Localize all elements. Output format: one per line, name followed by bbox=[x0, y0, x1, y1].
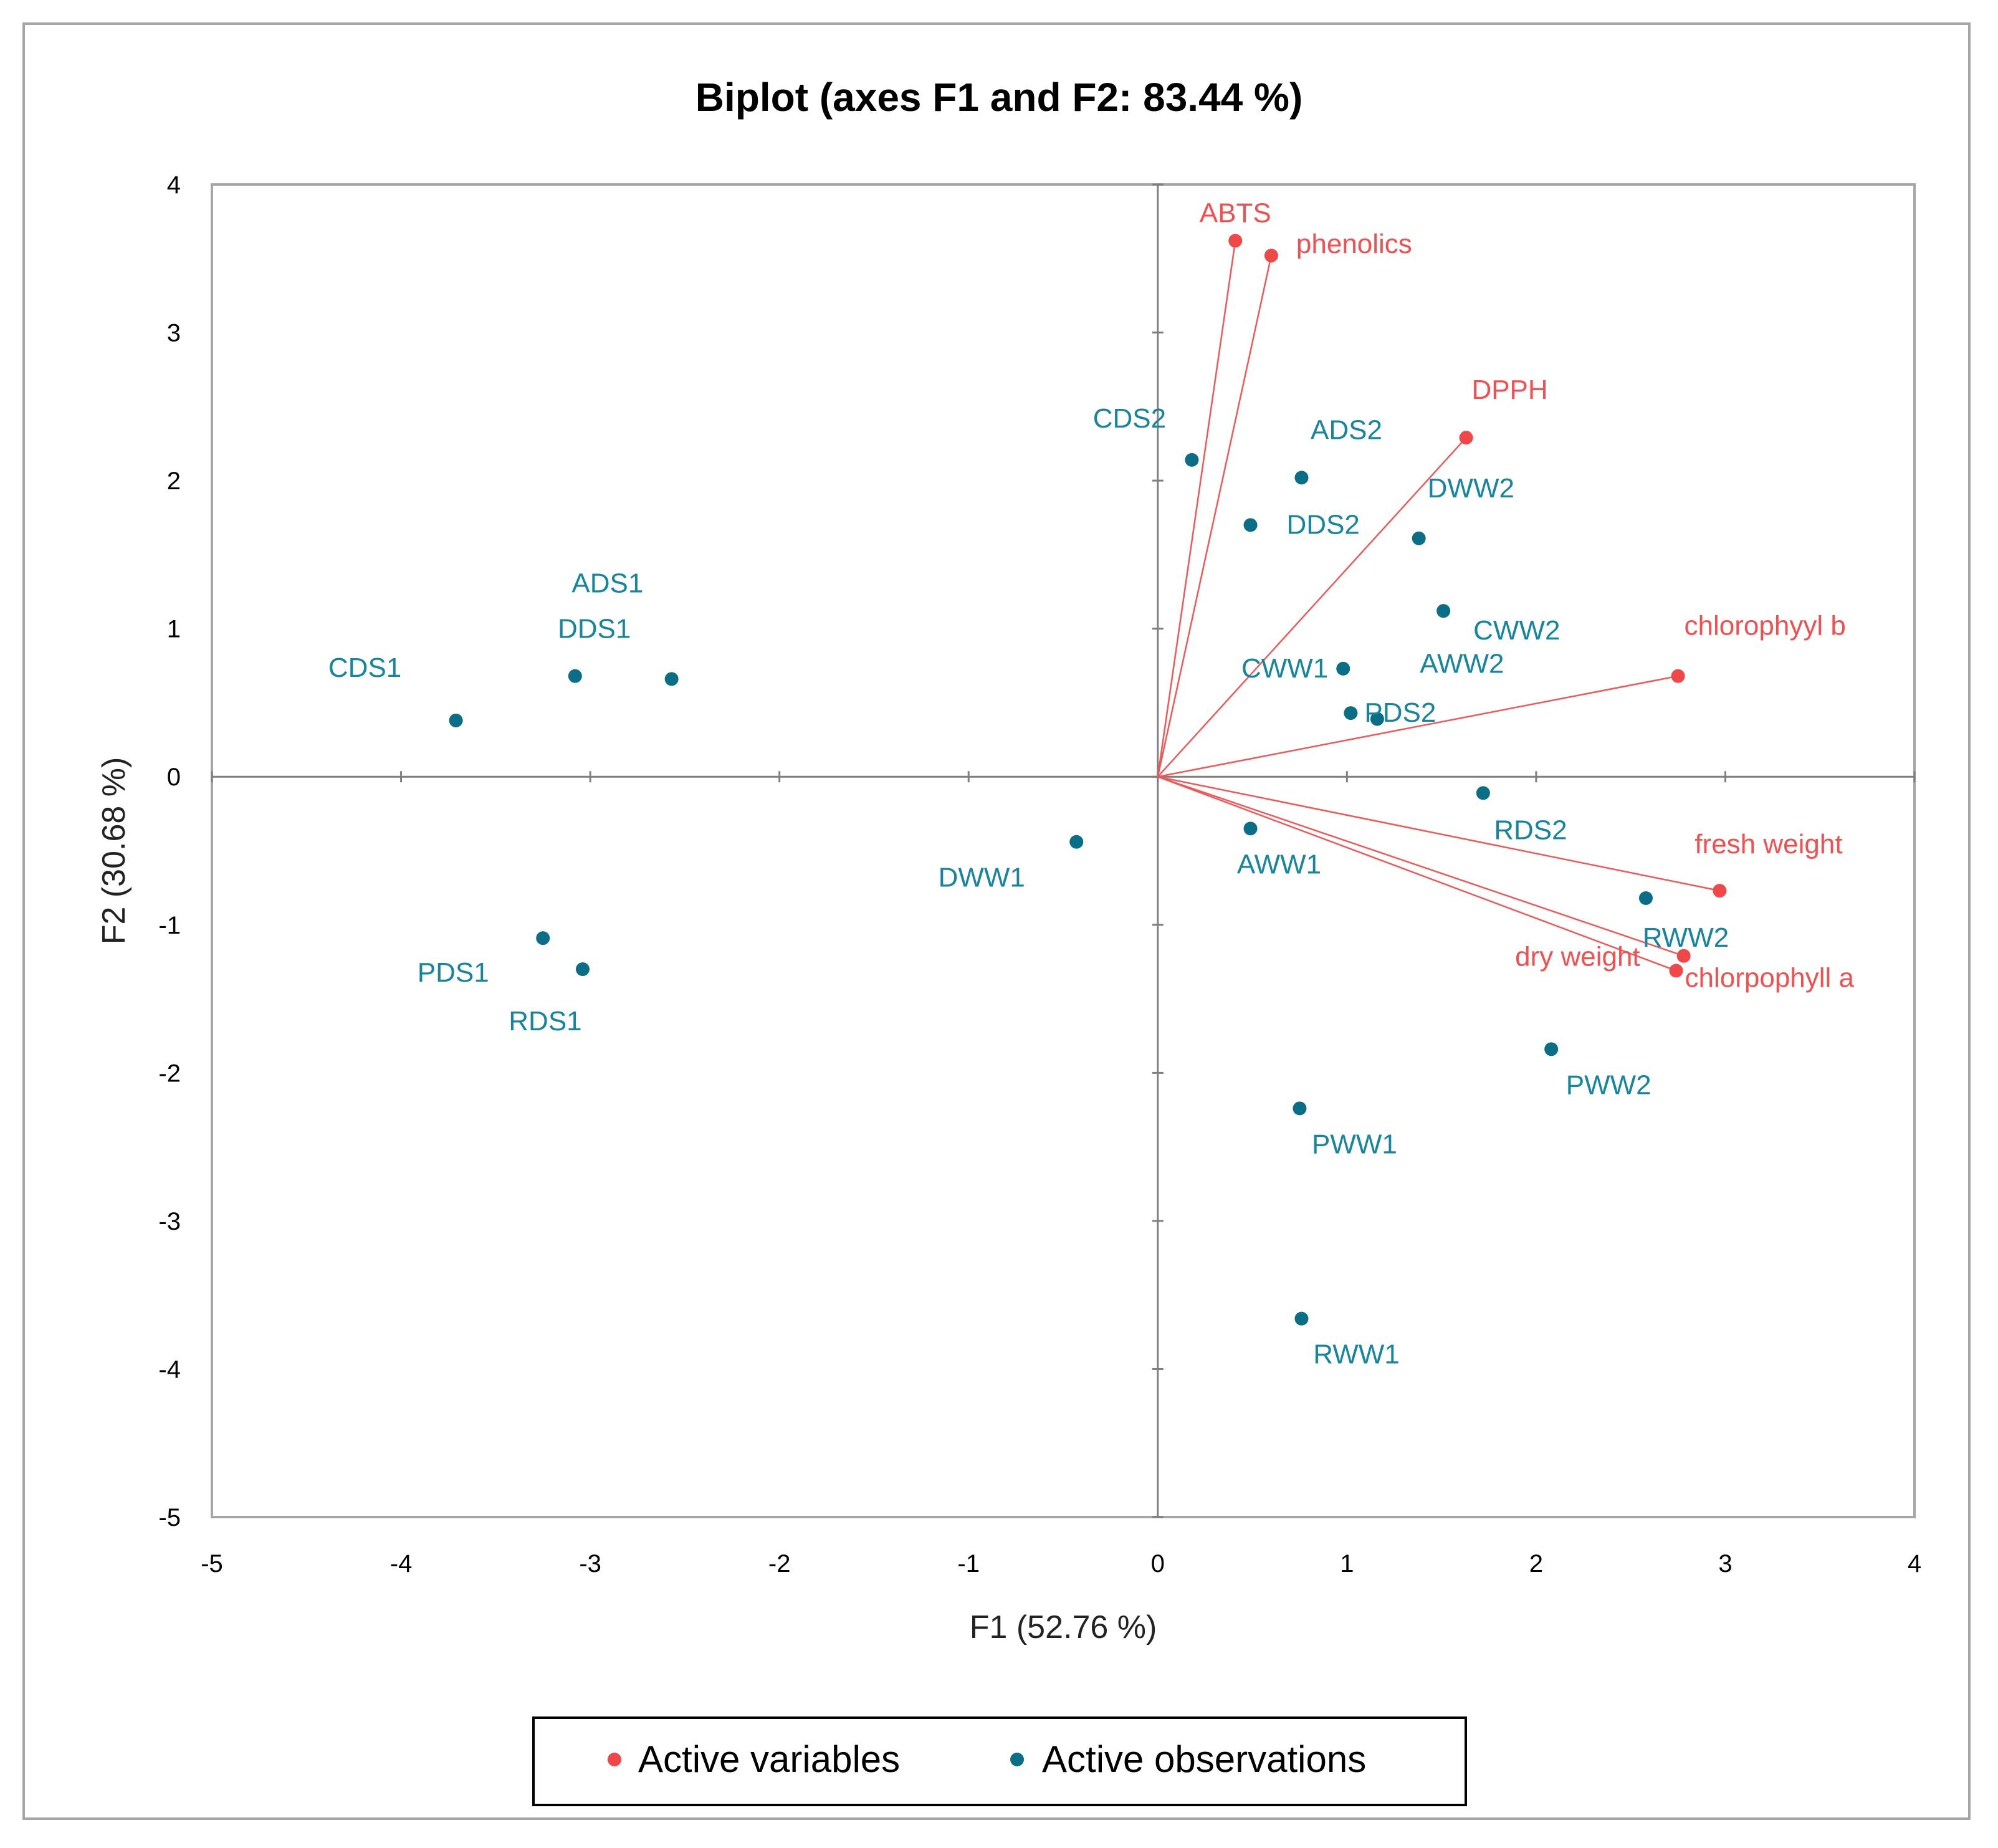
observation-label-pds2: PDS2 bbox=[1364, 697, 1436, 728]
variable-label-dpph: DPPH bbox=[1471, 375, 1547, 405]
observation-label-dww1: DWW1 bbox=[939, 863, 1025, 893]
x-tick-label: 2 bbox=[1529, 1550, 1543, 1578]
observation-label-cds1: CDS1 bbox=[328, 653, 401, 683]
observation-label-pds1: PDS1 bbox=[418, 957, 489, 988]
variable-label-abts: ABTS bbox=[1200, 198, 1271, 228]
vector-chlorpophyll-a bbox=[1157, 776, 1676, 972]
observation-point-dww2 bbox=[1412, 531, 1426, 545]
legend-variables-marker bbox=[608, 1753, 621, 1766]
observation-point-dww1 bbox=[1069, 835, 1084, 849]
observation-point-rds1 bbox=[575, 962, 590, 977]
y-tick-label: -4 bbox=[158, 1356, 181, 1383]
observation-label-aww2: AWW2 bbox=[1420, 649, 1504, 679]
observation-point-ads1 bbox=[568, 669, 582, 683]
observation-label-pww2: PWW2 bbox=[1566, 1070, 1651, 1100]
variable-label-chlorophyyl-b: chlorophyyl b bbox=[1685, 611, 1846, 641]
vector-dry-weight bbox=[1157, 776, 1685, 957]
variable-point-fresh-weight bbox=[1713, 884, 1727, 898]
observation-point-cds1 bbox=[449, 713, 463, 727]
vector-chlorophyyl-b bbox=[1157, 675, 1678, 778]
observation-point-pww1 bbox=[1293, 1101, 1307, 1116]
observation-label-ads1: ADS1 bbox=[571, 568, 643, 599]
legend-variables-label: Active variables bbox=[638, 1738, 900, 1780]
variable-label-phenolics: phenolics bbox=[1296, 229, 1412, 259]
observation-label-pww1: PWW1 bbox=[1312, 1129, 1397, 1159]
x-tick-label: -4 bbox=[390, 1550, 413, 1578]
observation-point-cww1 bbox=[1336, 661, 1350, 676]
x-tick-label: 0 bbox=[1151, 1550, 1165, 1578]
observation-label-rds1: RDS1 bbox=[509, 1006, 581, 1037]
y-tick-label: -3 bbox=[158, 1208, 181, 1235]
variable-label-fresh-weight: fresh weight bbox=[1694, 829, 1842, 859]
legend-observations-marker bbox=[1010, 1753, 1024, 1766]
observation-point-rds2 bbox=[1476, 786, 1490, 800]
chart-frame bbox=[22, 22, 1971, 1820]
vector-phenolics bbox=[1157, 255, 1273, 777]
observation-label-rww2: RWW2 bbox=[1643, 922, 1729, 953]
observation-label-dww2: DWW2 bbox=[1428, 473, 1514, 504]
variable-point-chlorophyyl-b bbox=[1671, 669, 1685, 683]
variable-point-phenolics bbox=[1264, 249, 1278, 263]
observation-label-cww1: CWW1 bbox=[1241, 653, 1328, 684]
x-tick-label: -2 bbox=[768, 1550, 791, 1578]
x-tick-label: 4 bbox=[1908, 1550, 1921, 1578]
vector-abts bbox=[1157, 241, 1236, 777]
observation-point-aww2 bbox=[1370, 712, 1384, 726]
observation-label-rds2: RDS2 bbox=[1494, 815, 1567, 845]
x-tick-label: -5 bbox=[201, 1550, 223, 1578]
variable-label-dry-weight: dry weight bbox=[1515, 942, 1640, 972]
x-tick-label: -1 bbox=[957, 1550, 980, 1578]
y-tick-label: 0 bbox=[167, 764, 181, 791]
observation-label-ads2: ADS2 bbox=[1311, 414, 1382, 445]
variable-point-abts bbox=[1228, 234, 1243, 248]
legend-box bbox=[532, 1716, 1467, 1806]
y-axis-title: F2 (30.68 %) bbox=[96, 757, 132, 945]
observation-label-rww1: RWW1 bbox=[1313, 1339, 1400, 1370]
observation-label-dds1: DDS1 bbox=[558, 613, 631, 644]
vector-fresh-weight bbox=[1157, 775, 1720, 892]
observation-point-rww2 bbox=[1638, 891, 1653, 906]
observation-point-pww2 bbox=[1544, 1042, 1559, 1056]
y-tick-label: -5 bbox=[158, 1504, 181, 1531]
chart-title: Biplot (axes F1 and F2: 83.44 %) bbox=[695, 75, 1303, 120]
variable-point-dpph bbox=[1459, 431, 1473, 445]
observation-label-cds2: CDS2 bbox=[1093, 403, 1166, 434]
legend: Active variables Active observations bbox=[532, 1716, 1467, 1806]
variable-point-dry-weight bbox=[1676, 949, 1691, 963]
observation-point-cds2 bbox=[1185, 452, 1199, 467]
x-tick-label: 3 bbox=[1718, 1550, 1732, 1578]
observation-point-dds2 bbox=[1243, 518, 1258, 532]
legend-observations-label: Active observations bbox=[1042, 1738, 1366, 1780]
x-tick-label: 1 bbox=[1340, 1550, 1354, 1578]
y-tick-label: -2 bbox=[158, 1060, 181, 1087]
observation-point-cww2 bbox=[1436, 604, 1451, 618]
vector-dpph bbox=[1157, 437, 1467, 778]
plot-area bbox=[211, 183, 1916, 1518]
observation-point-ads2 bbox=[1294, 471, 1309, 485]
variable-point-chlorpophyll-a bbox=[1669, 964, 1683, 978]
observation-label-dds2: DDS2 bbox=[1287, 509, 1360, 540]
observation-point-dds1 bbox=[664, 672, 679, 686]
variable-label-chlorpophyll-a: chlorpophyll a bbox=[1685, 962, 1855, 993]
y-tick-label: 1 bbox=[167, 616, 181, 643]
observation-point-pds1 bbox=[536, 931, 550, 946]
observation-point-rww1 bbox=[1294, 1311, 1309, 1326]
x-axis-title: F1 (52.76 %) bbox=[970, 1609, 1157, 1645]
y-tick-label: 3 bbox=[167, 320, 181, 347]
observation-label-aww1: AWW1 bbox=[1237, 849, 1321, 879]
observation-point-pds2 bbox=[1344, 706, 1358, 721]
observation-label-cww2: CWW2 bbox=[1473, 615, 1560, 646]
y-tick-label: 2 bbox=[167, 467, 181, 495]
y-tick-label: -1 bbox=[158, 912, 181, 939]
x-tick-label: -3 bbox=[579, 1550, 601, 1578]
observation-point-aww1 bbox=[1243, 821, 1258, 836]
y-tick-label: 4 bbox=[167, 171, 181, 199]
